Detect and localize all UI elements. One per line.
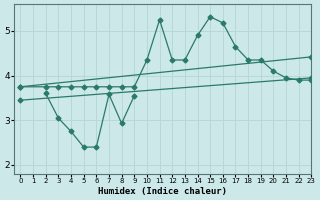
X-axis label: Humidex (Indice chaleur): Humidex (Indice chaleur): [98, 187, 227, 196]
